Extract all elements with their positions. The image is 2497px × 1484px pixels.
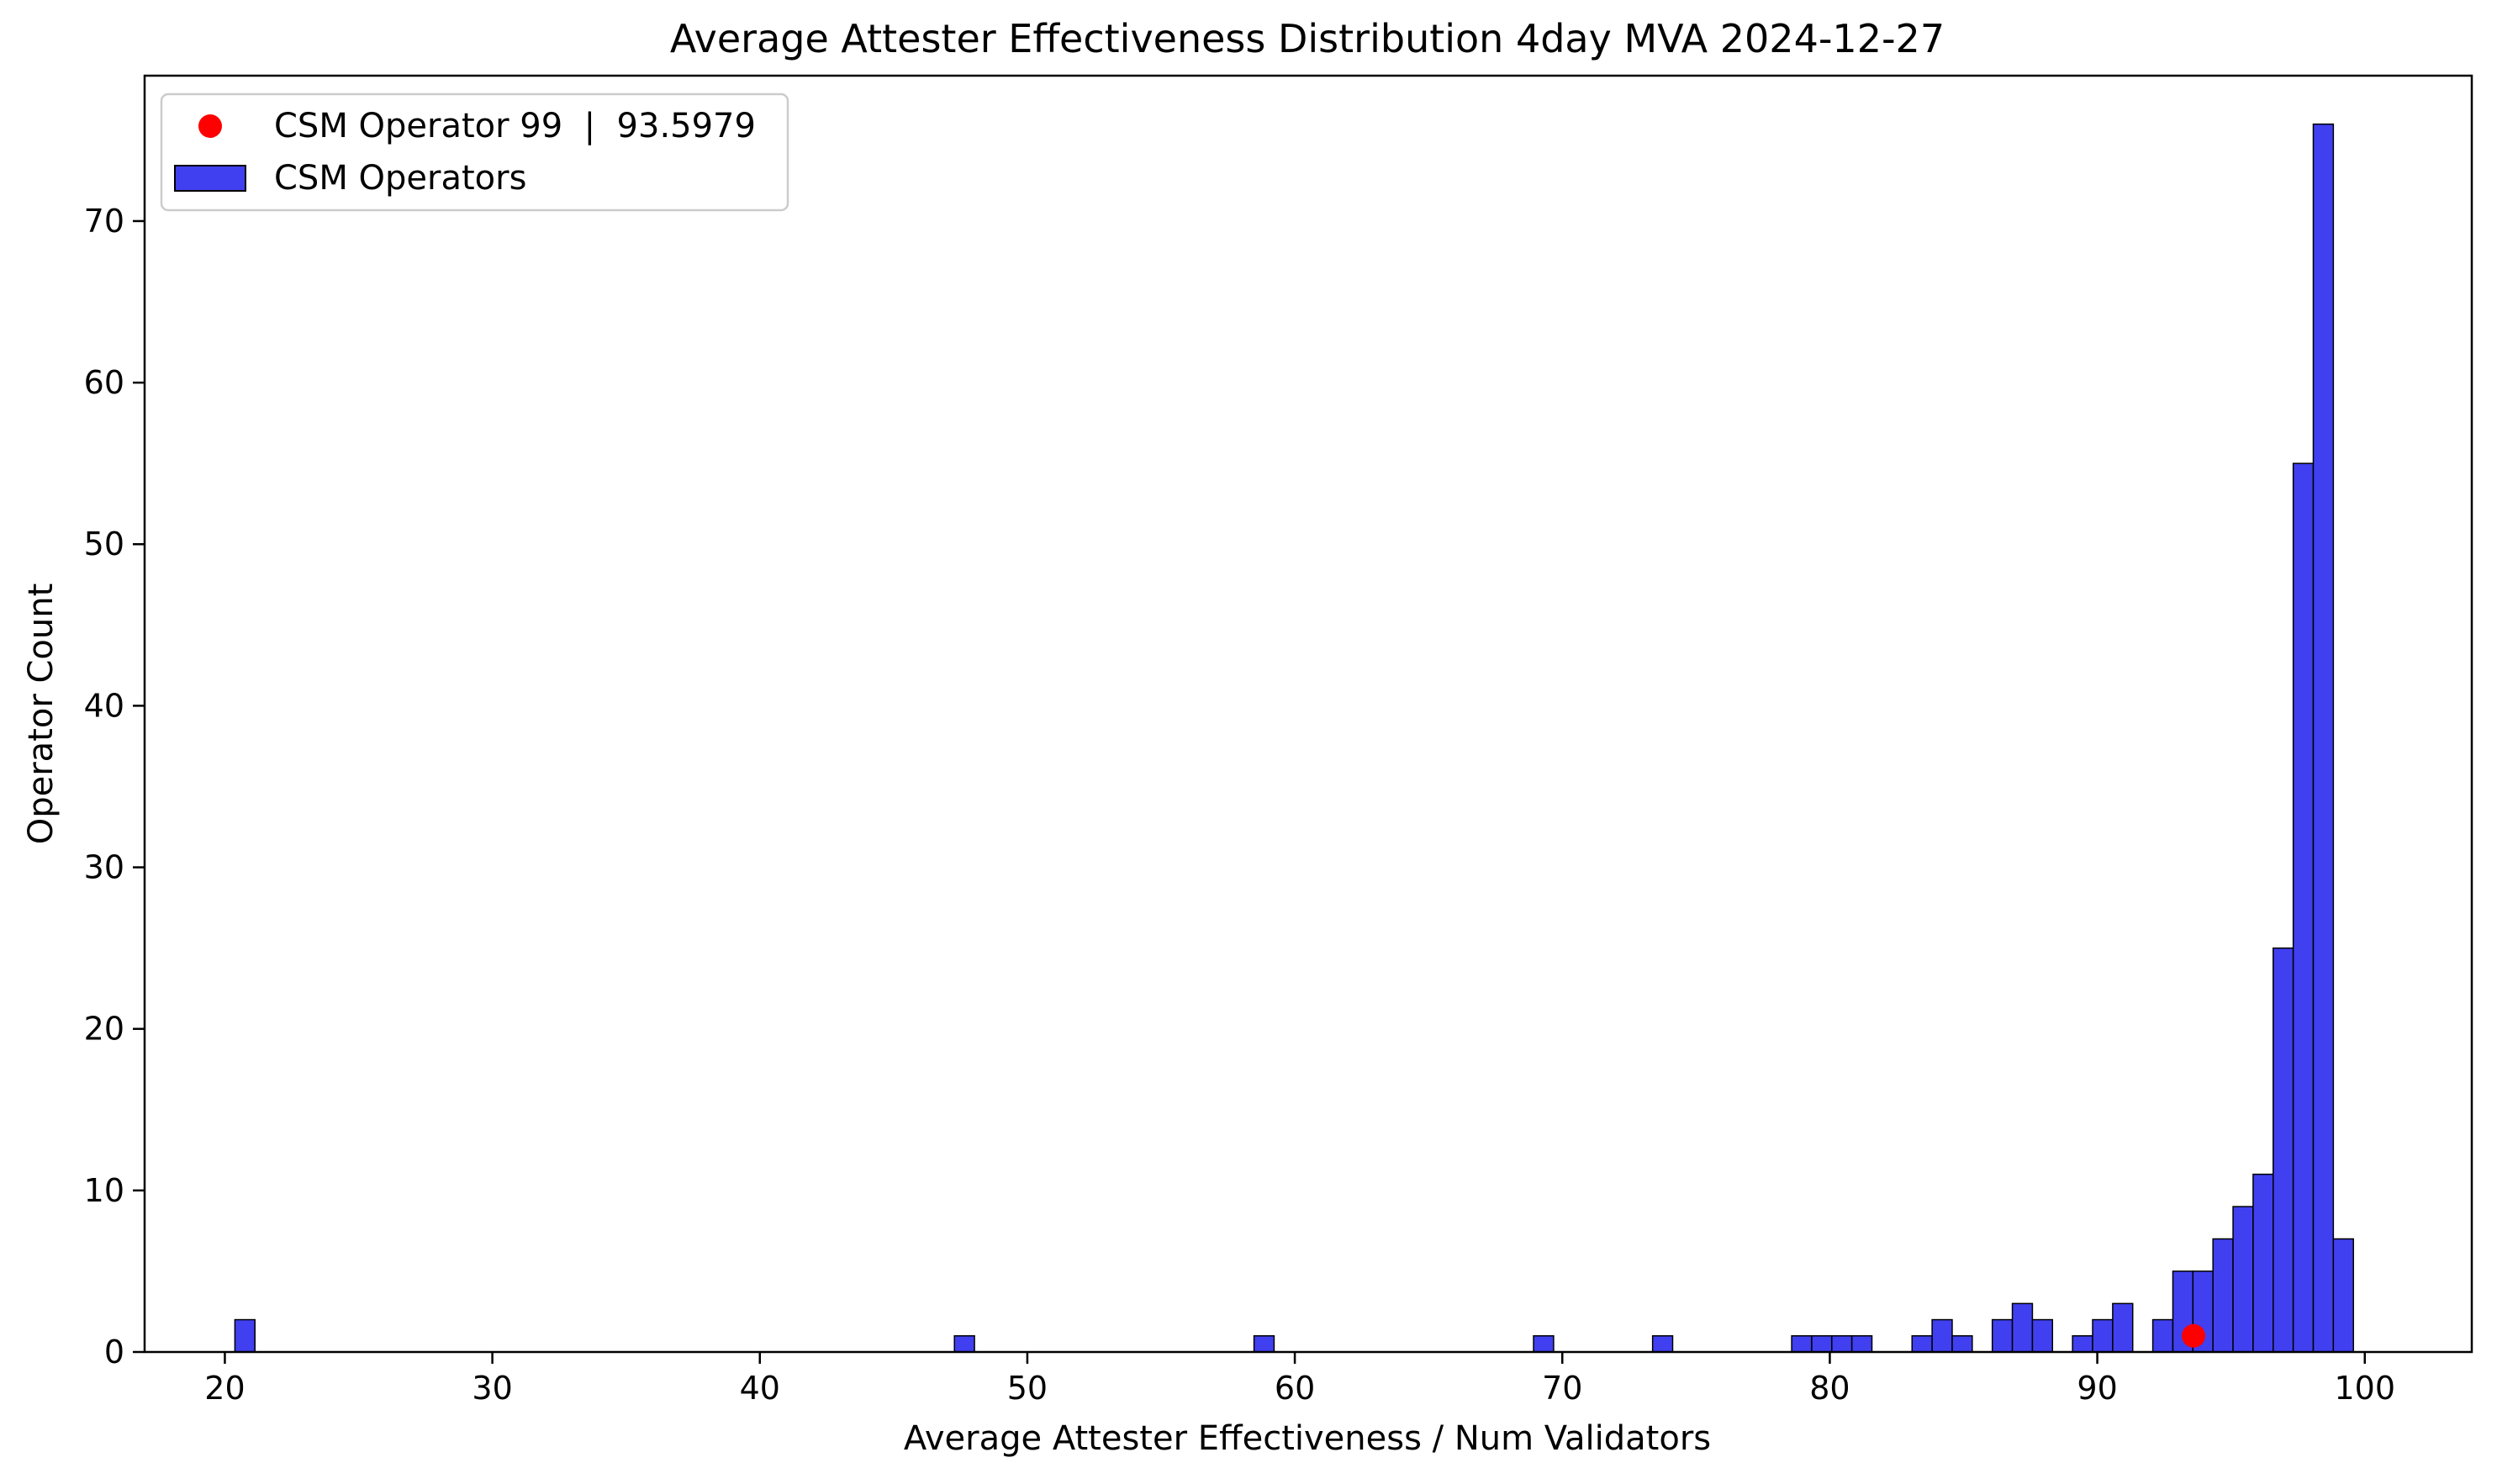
- x-tick-label: 50: [1007, 1370, 1048, 1407]
- x-tick-label: 90: [2077, 1370, 2117, 1407]
- histogram-bar: [2031, 1318, 2054, 1353]
- histogram-bar: [234, 1318, 256, 1353]
- y-tick-label: 40: [84, 687, 124, 724]
- x-tick-label: 80: [1809, 1370, 1850, 1407]
- y-axis-label: Operator Count: [22, 584, 61, 845]
- histogram-bar: [2332, 1238, 2354, 1353]
- histogram-bar: [1533, 1335, 1555, 1353]
- histogram-bar: [1831, 1335, 1853, 1353]
- histogram-bar: [1811, 1335, 1833, 1353]
- highlight-markers: [2182, 1323, 2206, 1348]
- x-axis-ticks: 20 30 40 50 60 70 80 90 100: [204, 1352, 2395, 1407]
- histogram-bar: [1791, 1335, 1813, 1353]
- y-tick-label: 50: [84, 525, 124, 562]
- legend-marker-red-dot: [198, 114, 222, 138]
- x-tick-label: 60: [1275, 1370, 1315, 1407]
- y-axis-ticks: 0 10 20 30 40 50 60 70: [84, 203, 145, 1370]
- histogram-bar: [2151, 1318, 2174, 1353]
- histogram-bars: [234, 123, 2354, 1353]
- x-tick-label: 30: [472, 1370, 512, 1407]
- histogram-bar: [953, 1335, 975, 1353]
- y-tick-label: 60: [84, 364, 124, 401]
- x-axis-label: Average Attester Effectiveness / Num Val…: [904, 1419, 1711, 1458]
- x-tick-label: 70: [1542, 1370, 1582, 1407]
- histogram-bar: [1850, 1335, 1873, 1353]
- legend: CSM Operator 99 | 93.5979 CSM Operators: [160, 92, 789, 212]
- histogram-bar: [1911, 1335, 1933, 1353]
- x-tick-label: 40: [740, 1370, 780, 1407]
- y-tick-label: 0: [104, 1333, 124, 1370]
- legend-swatch-blue-bar: [174, 165, 246, 192]
- histogram-bar: [2312, 123, 2335, 1353]
- operator-99-marker: [2182, 1323, 2206, 1348]
- histogram-bar: [2011, 1302, 2034, 1353]
- histogram-bar: [1651, 1335, 1674, 1353]
- legend-label-operator-99: CSM Operator 99 | 93.5979: [274, 107, 756, 145]
- histogram-bar: [2112, 1302, 2134, 1353]
- y-tick-label: 70: [84, 203, 124, 240]
- histogram-bar: [1991, 1318, 2014, 1353]
- histogram-bar: [2092, 1318, 2114, 1353]
- chart-title: Average Attester Effectiveness Distribut…: [670, 16, 1945, 61]
- histogram-bar: [2252, 1173, 2274, 1353]
- histogram-bar: [1253, 1335, 1275, 1353]
- histogram-bar: [2212, 1238, 2234, 1353]
- histogram-bar: [2273, 947, 2294, 1353]
- y-tick-label: 20: [84, 1011, 124, 1048]
- legend-label-csm-operators: CSM Operators: [274, 159, 526, 198]
- histogram-bar: [1951, 1335, 1973, 1353]
- y-tick-label: 10: [84, 1172, 124, 1209]
- plot-area-frame: [143, 74, 2473, 1354]
- x-tick-label: 100: [2334, 1370, 2395, 1407]
- histogram-bar: [1931, 1318, 1953, 1353]
- histogram-bar: [2072, 1335, 2093, 1353]
- x-tick-label: 20: [204, 1370, 245, 1407]
- histogram-bar: [2292, 462, 2315, 1353]
- y-tick-label: 30: [84, 849, 124, 886]
- legend-box: [160, 92, 789, 212]
- histogram-bar: [2232, 1206, 2254, 1353]
